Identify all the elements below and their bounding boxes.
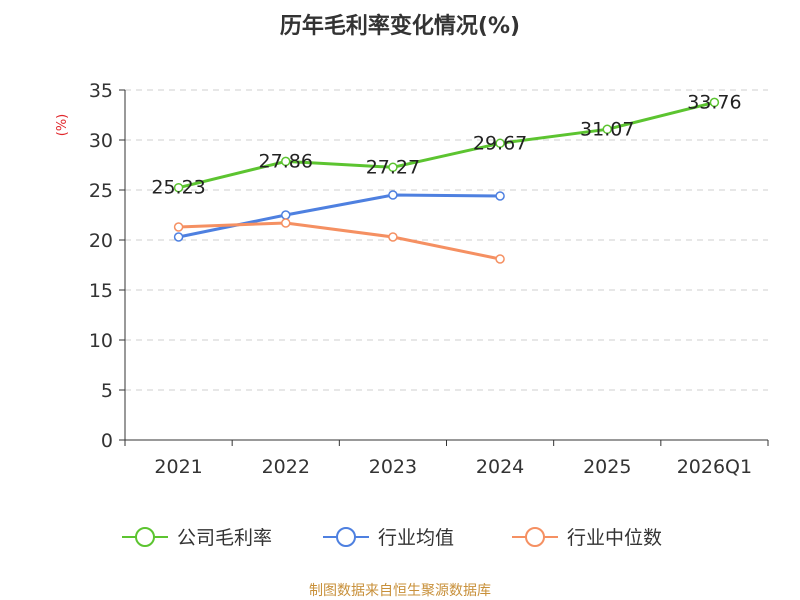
data-label: 27.86	[259, 150, 313, 172]
y-axis-label: (%)	[55, 114, 70, 137]
legend-label: 公司毛利率	[177, 527, 272, 549]
x-tick-label: 2026Q1	[677, 456, 752, 478]
legend-label: 行业中位数	[567, 527, 662, 549]
y-tick-label: 15	[89, 280, 113, 302]
data-point	[173, 222, 184, 232]
y-tick-label: 0	[101, 430, 113, 452]
data-point	[388, 162, 398, 173]
series-group	[173, 97, 720, 264]
data-point	[281, 218, 291, 228]
legend-marker-0	[135, 527, 155, 547]
data-point	[281, 156, 291, 167]
data-point	[495, 138, 505, 149]
x-tick-label: 2023	[369, 456, 417, 478]
data-label: 29.67	[473, 132, 527, 154]
data-point	[281, 210, 291, 220]
legend-marker-2	[525, 527, 545, 547]
data-source-note: 制图数据来自恒生聚源数据库	[309, 583, 491, 599]
data-point	[388, 190, 398, 200]
y-tick-label: 25	[89, 180, 113, 202]
data-point	[173, 182, 184, 193]
data-label: 31.07	[580, 118, 634, 140]
x-tick-label: 2021	[154, 456, 202, 478]
x-tick-label: 2025	[583, 456, 631, 478]
legend: 公司毛利率 行业均值 行业中位数	[122, 527, 662, 549]
y-tick-label: 10	[89, 330, 113, 352]
series-line-2	[178, 221, 501, 261]
grid-lines	[125, 89, 768, 391]
data-label: 25.23	[151, 177, 205, 199]
legend-label: 行业均值	[378, 527, 454, 549]
data-point	[602, 124, 612, 135]
x-tick-label: 2022	[262, 456, 310, 478]
y-tick-label: 35	[89, 80, 113, 102]
y-tick-label: 20	[89, 230, 113, 252]
data-point	[495, 191, 505, 201]
y-tick-label: 30	[89, 130, 113, 152]
data-point	[388, 232, 398, 242]
data-point	[173, 232, 184, 242]
data-label: 27.27	[366, 156, 420, 178]
legend-marker-1	[336, 527, 356, 547]
series-line-0	[178, 100, 715, 190]
x-tick-label: 2024	[476, 456, 524, 478]
data-labels: 25.23 27.86 27.27 29.67 31.07 33.76	[151, 91, 741, 198]
chart-title: 历年毛利率变化情况(%)	[280, 13, 520, 39]
data-point	[495, 254, 505, 264]
data-point	[709, 97, 720, 108]
data-label: 33.76	[687, 91, 741, 113]
y-tick-label: 5	[101, 380, 113, 402]
